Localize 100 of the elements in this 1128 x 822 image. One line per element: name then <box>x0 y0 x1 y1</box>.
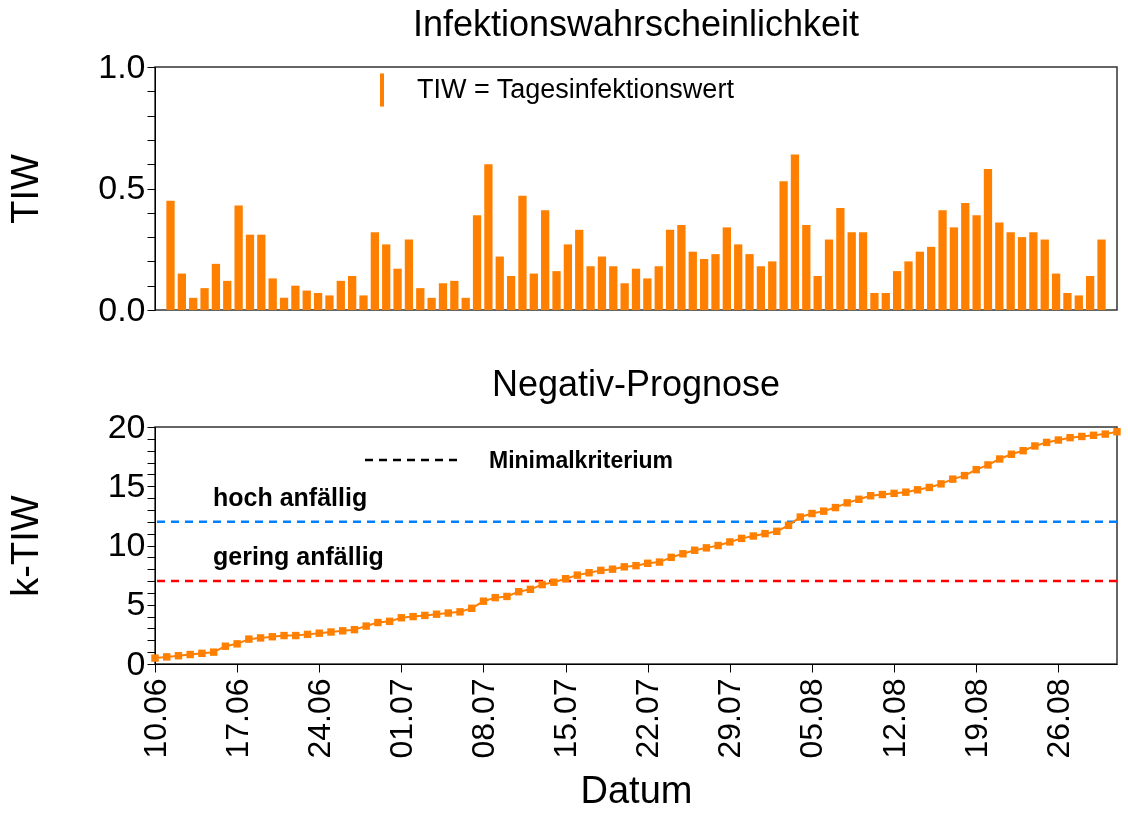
bar <box>1086 275 1095 310</box>
bar <box>688 251 697 310</box>
bar <box>938 210 947 310</box>
bar <box>450 280 459 310</box>
bar <box>768 261 777 310</box>
bar <box>484 164 493 310</box>
bar <box>824 239 834 310</box>
y-tick-label: 5 <box>126 584 146 623</box>
bar <box>370 232 380 310</box>
bar <box>563 244 573 310</box>
bar <box>790 154 800 310</box>
y-tick-label: 15 <box>107 465 146 504</box>
legend-label: TIW = Tagesinfektionswert <box>417 74 735 104</box>
bar <box>575 229 584 310</box>
bar <box>881 292 890 310</box>
bar <box>200 288 209 310</box>
y-tick-label: 20 <box>107 406 146 445</box>
bar <box>1040 239 1049 310</box>
bar <box>586 266 595 310</box>
bar <box>1006 232 1015 310</box>
x-tick-label: 19.08 <box>957 678 994 759</box>
bar <box>597 256 607 310</box>
bar <box>983 169 993 310</box>
bar <box>313 292 323 310</box>
bar <box>745 254 754 310</box>
y-axis-title: k-TIW <box>3 495 46 597</box>
bar <box>722 227 731 310</box>
bar <box>211 263 221 310</box>
bar <box>802 224 811 310</box>
bar <box>1097 239 1106 310</box>
bar <box>427 297 436 310</box>
y-tick-label: 10 <box>107 525 146 563</box>
bar <box>643 278 652 310</box>
bar <box>915 251 924 310</box>
bar <box>359 295 368 310</box>
x-tick-label: 24.06 <box>300 678 337 759</box>
bar <box>257 234 266 310</box>
bar <box>847 232 856 310</box>
bar <box>495 256 504 310</box>
bar <box>995 222 1004 310</box>
bar <box>393 268 402 310</box>
bar <box>711 254 720 310</box>
bar <box>166 200 175 310</box>
bar <box>1074 295 1083 310</box>
bar <box>302 290 311 310</box>
x-tick-label: 15.07 <box>547 678 584 759</box>
bar <box>779 181 788 310</box>
bar <box>541 210 550 310</box>
bar <box>518 195 527 310</box>
bar <box>836 207 845 310</box>
bar <box>949 227 959 310</box>
annotation: Minimalkriterium <box>489 447 674 473</box>
bar <box>972 215 981 310</box>
bar <box>223 280 232 310</box>
bar <box>892 271 902 310</box>
bar <box>677 224 686 310</box>
bar <box>1017 237 1027 310</box>
bar <box>870 292 879 310</box>
bar <box>620 283 629 310</box>
bar <box>927 246 936 310</box>
bar <box>336 280 345 310</box>
y-tick-label: 0.5 <box>98 168 146 206</box>
bar <box>961 203 970 310</box>
bar <box>631 268 641 310</box>
bar <box>234 205 243 310</box>
x-axis-title: Datum <box>580 768 693 811</box>
bar <box>1029 232 1038 310</box>
bar <box>279 297 289 310</box>
bar <box>665 229 675 310</box>
y-axis-title: TIW <box>4 154 47 224</box>
bar <box>461 297 470 310</box>
ref-line-label: hoch anfällig <box>213 482 368 511</box>
x-tick-label: 08.07 <box>464 678 501 759</box>
x-tick-label: 01.07 <box>382 678 419 759</box>
bar <box>654 266 663 310</box>
bar <box>382 244 391 310</box>
bar <box>348 275 357 310</box>
bar <box>756 266 766 310</box>
bar <box>472 215 482 310</box>
bar <box>189 297 198 310</box>
bar <box>416 288 425 310</box>
bar <box>325 295 334 310</box>
bar <box>177 273 186 310</box>
chart-title: Infektionswahrscheinlichkeit <box>412 3 860 44</box>
y-tick-label: 0.0 <box>98 289 146 328</box>
bar <box>291 285 300 310</box>
chart-title: Negativ-Prognose <box>491 363 781 404</box>
x-tick-label: 26.08 <box>1039 678 1076 759</box>
ref-line-label: gering anfällig <box>213 542 384 571</box>
bar <box>904 261 913 310</box>
bar <box>858 232 868 310</box>
bar <box>268 278 277 310</box>
bar <box>529 273 538 310</box>
bar <box>734 244 743 310</box>
bar <box>1063 292 1072 310</box>
bar <box>552 271 561 310</box>
bar <box>245 234 255 310</box>
x-tick-label: 17.06 <box>218 678 255 759</box>
x-tick-label: 29.07 <box>711 678 748 759</box>
bar <box>506 275 516 310</box>
